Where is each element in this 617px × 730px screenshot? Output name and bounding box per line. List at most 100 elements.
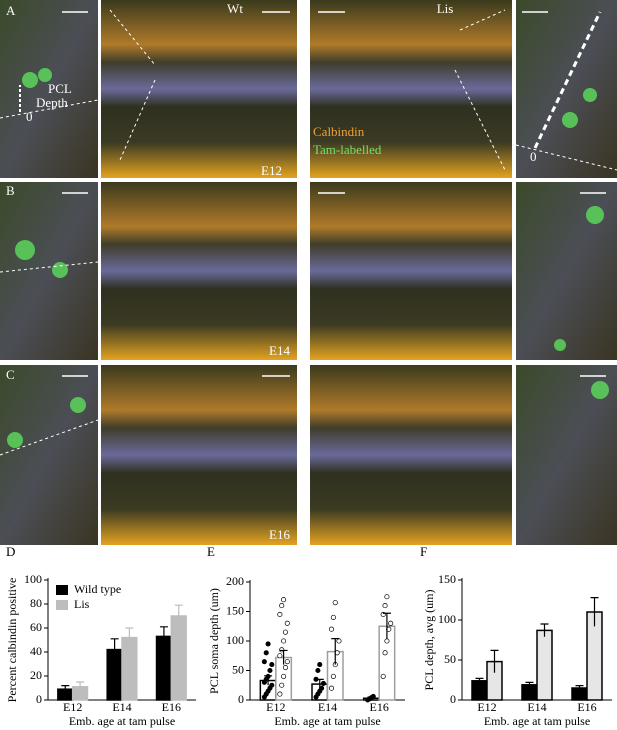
legend-swatch <box>56 585 68 595</box>
data-point <box>279 682 285 688</box>
data-point <box>317 662 323 668</box>
y-tick-label: 80 <box>30 596 42 610</box>
micrograph <box>310 182 512 360</box>
data-point <box>384 638 390 644</box>
panel-label: D <box>6 544 15 559</box>
data-point <box>281 638 287 644</box>
bar <box>536 629 553 701</box>
micrographs: A B C E12 E14 E16 Wt Lis PCL Depth 0 0 C… <box>0 0 617 545</box>
y-tick-label: 0 <box>450 692 456 706</box>
legend-label: Wild type <box>74 582 121 596</box>
error-bar <box>382 612 391 640</box>
data-point <box>284 659 290 665</box>
data-point <box>328 685 335 691</box>
error-bar <box>490 649 499 673</box>
data-point <box>388 620 394 626</box>
legend-label: Lis <box>74 597 90 611</box>
data-point <box>336 638 342 644</box>
data-point <box>277 611 283 618</box>
data-point <box>281 597 287 603</box>
micrograph <box>516 182 617 360</box>
data-point <box>281 673 287 679</box>
micrograph <box>101 182 297 360</box>
data-point <box>282 664 288 671</box>
data-point <box>380 673 386 679</box>
data-point <box>269 682 275 688</box>
y-tick-label: 20 <box>30 668 42 682</box>
x-tick-label: E12 <box>477 700 496 714</box>
error-bar <box>315 678 324 689</box>
data-point <box>284 620 290 626</box>
data-point <box>282 629 288 635</box>
x-axis-label: Emb. age at tam pulse <box>274 714 380 728</box>
micrograph <box>516 0 617 178</box>
annotation: PCL <box>48 81 72 96</box>
error-bar <box>540 623 549 637</box>
y-axis-label: PCL depth, avg (um) <box>422 590 436 691</box>
y-tick-label: 60 <box>30 620 42 634</box>
error-bar <box>110 638 119 661</box>
x-axis-label: Emb. age at tam pulse <box>484 714 590 728</box>
error-bar <box>331 638 340 665</box>
micrograph <box>310 0 512 178</box>
x-tick-label: E16 <box>162 700 181 714</box>
annotation: Depth <box>36 95 68 110</box>
micrograph <box>0 365 98 545</box>
y-tick-label: 100 <box>24 572 42 586</box>
y-tick-label: 100 <box>438 612 456 626</box>
data-point <box>261 659 267 665</box>
annotation: Tam-labelled <box>313 142 382 157</box>
error-bar <box>125 627 134 648</box>
data-point <box>277 653 283 659</box>
data-point <box>267 667 273 674</box>
x-tick-label: E12 <box>266 700 285 714</box>
error-bar <box>575 685 584 691</box>
bar <box>471 680 488 701</box>
error-bar <box>76 681 85 692</box>
panel-label: B <box>6 183 15 198</box>
y-tick-label: 150 <box>438 572 456 586</box>
micrograph <box>101 0 297 178</box>
y-tick-label: 150 <box>226 603 244 617</box>
micrograph <box>0 0 98 178</box>
y-tick-label: 0 <box>36 692 42 706</box>
error-bar <box>61 685 70 693</box>
scale-bars <box>62 11 606 377</box>
panel-label: F <box>420 544 427 559</box>
labelled-cells <box>7 68 609 448</box>
data-point <box>382 603 388 609</box>
annotation: 0 <box>530 149 537 164</box>
data-point <box>263 650 269 656</box>
data-point <box>269 662 275 668</box>
data-point <box>382 650 388 656</box>
error-bar <box>279 649 288 665</box>
x-tick-label: E12 <box>63 700 82 714</box>
x-tick-label: E16 <box>577 700 596 714</box>
y-axis-label: PCL soma depth (um) <box>207 588 221 694</box>
panel-label: E <box>207 544 215 559</box>
annotation: Calbindin <box>313 124 365 139</box>
error-bar <box>525 681 534 688</box>
data-point <box>265 641 271 647</box>
depth-arrow <box>533 11 602 149</box>
x-axis-label: Emb. age at tam pulse <box>69 714 175 728</box>
x-tick-label: E16 <box>369 700 388 714</box>
data-point <box>332 600 338 606</box>
y-tick-label: 0 <box>238 692 244 706</box>
legend-swatch <box>56 600 68 610</box>
data-point <box>384 594 390 600</box>
y-tick-label: 100 <box>226 633 244 647</box>
micrograph <box>310 365 512 545</box>
micrograph <box>101 365 297 545</box>
x-tick-label: E14 <box>112 700 131 714</box>
x-tick-label: E14 <box>527 700 546 714</box>
data-point <box>330 673 336 679</box>
y-tick-label: 200 <box>226 574 244 588</box>
error-bar <box>590 597 599 627</box>
data-point <box>279 603 285 609</box>
error-bar <box>367 696 376 700</box>
stage-label: E14 <box>269 343 290 358</box>
data-point <box>330 614 336 620</box>
y-tick-label: 50 <box>232 662 244 676</box>
